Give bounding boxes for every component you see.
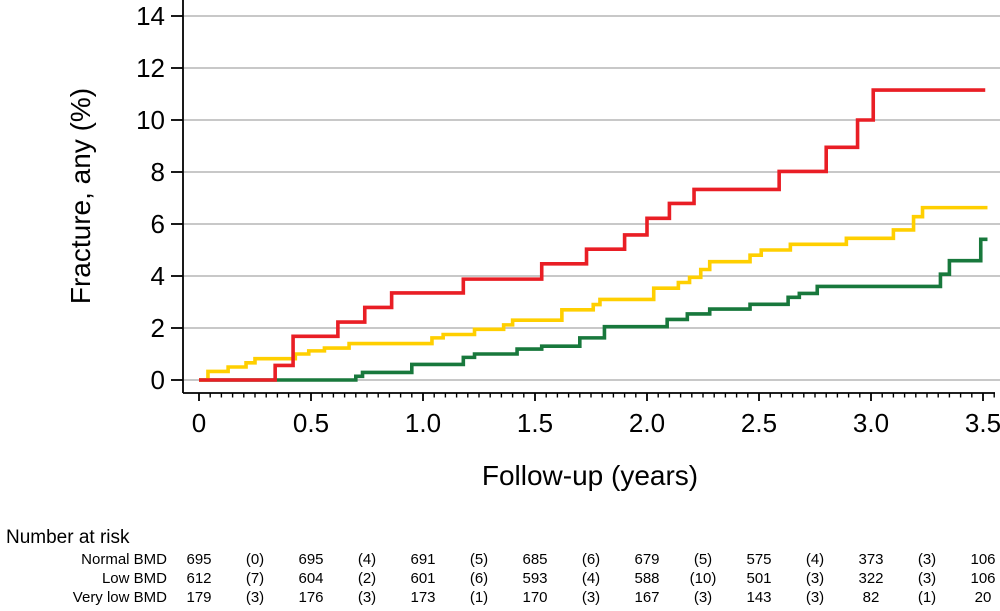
risk-events: (3) [918,570,936,587]
risk-count: 685 [522,551,547,568]
risk-events: (0) [246,551,264,568]
risk-count: 695 [298,551,323,568]
y-tick-label: 10 [136,105,165,135]
risk-events: (1) [918,589,936,606]
risk-events: (3) [582,589,600,606]
y-tick-label: 12 [136,53,165,83]
y-tick-label: 14 [136,1,165,31]
x-tick-label: 0 [192,408,206,438]
risk-count: 501 [746,570,771,587]
risk-count: 106 [970,551,995,568]
x-tick-label: 1.5 [517,408,553,438]
risk-events: (5) [470,551,488,568]
risk-events: (7) [246,570,264,587]
risk-row-label: Low BMD [102,570,167,587]
x-tick-label: 3.0 [853,408,889,438]
risk-count: 20 [975,589,992,606]
risk-count: 695 [186,551,211,568]
y-tick-label: 8 [151,157,165,187]
y-tick-label: 2 [151,313,165,343]
risk-events: (3) [806,570,824,587]
risk-events: (3) [694,589,712,606]
risk-events: (6) [470,570,488,587]
risk-row-label: Very low BMD [73,589,167,606]
y-axis-title: Fracture, any (%) [65,88,96,304]
risk-count: 143 [746,589,771,606]
risk-count: 604 [298,570,323,587]
x-tick-label: 2.5 [741,408,777,438]
risk-count: 575 [746,551,771,568]
risk-events: (3) [918,551,936,568]
risk-events: (5) [694,551,712,568]
series-normal-bmd [199,237,988,382]
gridlines [184,15,1000,381]
risk-count: 179 [186,589,211,606]
risk-events: (3) [358,589,376,606]
risk-row-label: Normal BMD [81,551,167,568]
risk-count: 322 [858,570,883,587]
risk-count: 601 [410,570,435,587]
risk-count: 612 [186,570,211,587]
risk-events: (3) [246,589,264,606]
risk-count: 593 [522,570,547,587]
x-tick-label: 1.0 [405,408,441,438]
axes: 0 2 4 6 8 10 12 14 0 0.5 1.0 1.5 2.0 2.5 3.0 3.5 [136,0,1000,438]
y-tick-label: 4 [151,261,165,291]
risk-table: Normal BMD 695 (0) 695 (4) 691 (5) 685 (6) 679 (5)… [73,551,996,606]
risk-events: (4) [582,570,600,587]
risk-events: (2) [358,570,376,587]
risk-count: 691 [410,551,435,568]
x-axis-title: Follow-up (years) [482,460,698,491]
risk-count: 173 [410,589,435,606]
x-tick-label: 2.0 [629,408,665,438]
series-very-low-bmd [199,88,986,382]
series-low-bmd [199,205,988,382]
risk-count: 373 [858,551,883,568]
risk-table-title: Number at risk [6,527,130,548]
risk-events: (6) [582,551,600,568]
risk-events: (1) [470,589,488,606]
risk-count: 106 [970,570,995,587]
risk-events: (10) [690,570,717,587]
risk-count: 176 [298,589,323,606]
y-tick-label: 6 [151,209,165,239]
risk-count: 588 [634,570,659,587]
risk-events: (4) [806,551,824,568]
x-tick-label: 0.5 [293,408,329,438]
risk-count: 167 [634,589,659,606]
risk-count: 679 [634,551,659,568]
y-tick-label: 0 [151,365,165,395]
risk-count: 170 [522,589,547,606]
risk-count: 82 [863,589,880,606]
risk-events: (3) [806,589,824,606]
risk-events: (4) [358,551,376,568]
x-tick-label: 3.5 [965,408,1000,438]
series-curves [199,88,988,382]
